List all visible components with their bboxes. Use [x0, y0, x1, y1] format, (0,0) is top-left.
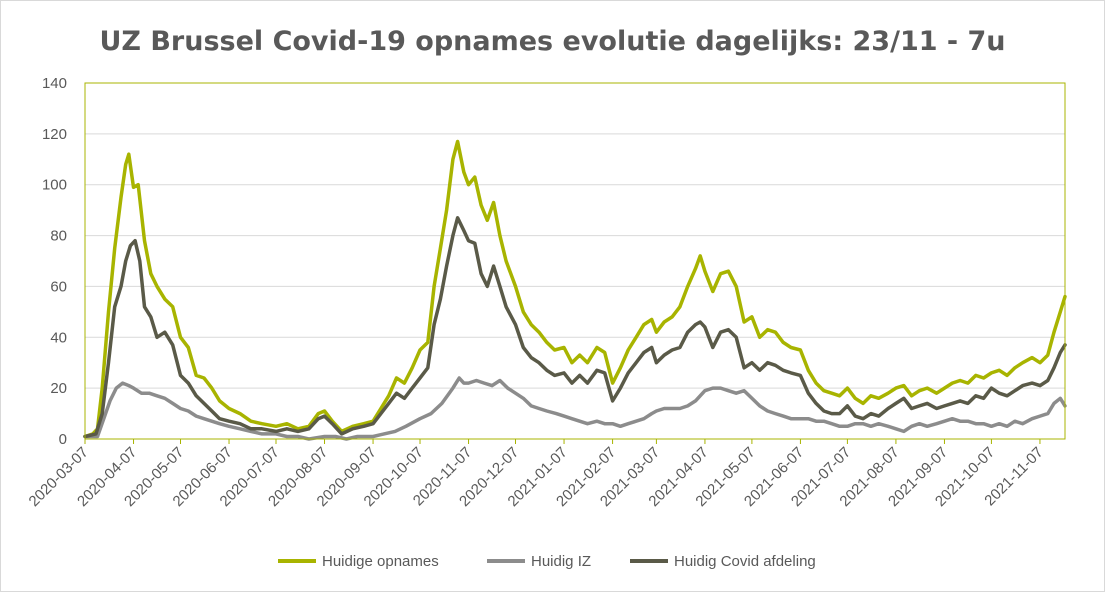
chart-title: UZ Brussel Covid-19 opnames evolutie dag…	[99, 26, 1006, 57]
series-lines	[83, 139, 1067, 441]
y-tick-label: 80	[50, 228, 67, 245]
gridlines	[85, 133, 1065, 389]
y-tick-label: 120	[42, 126, 67, 143]
y-tick-label: 0	[59, 431, 67, 448]
y-tick-label: 60	[50, 278, 67, 295]
series-line-1	[83, 139, 1067, 439]
legend-item: Huidige opnames	[278, 553, 439, 570]
y-axis-ticks: 0 20 40 60 80 100 120 140	[42, 75, 67, 448]
legend-item: Huidig IZ	[487, 553, 591, 570]
x-axis-ticks: 2020-03-072020-04-072020-05-072020-06-07…	[26, 439, 1047, 510]
legend-item: Huidig Covid afdeling	[630, 553, 816, 570]
series-line-2	[83, 376, 1067, 441]
y-tick-label: 140	[42, 75, 67, 92]
legend-label: Huidig Covid afdeling	[674, 553, 816, 570]
series-line-3	[83, 216, 1067, 439]
legend: Huidige opnames Huidig IZ Huidig Covid afd…	[278, 553, 816, 570]
plot-area-border	[84, 82, 1066, 440]
legend-label: Huidig IZ	[531, 553, 591, 570]
y-tick-label: 100	[42, 177, 67, 194]
y-tick-label: 40	[50, 329, 67, 346]
y-tick-label: 20	[50, 380, 67, 397]
legend-label: Huidige opnames	[322, 553, 439, 570]
